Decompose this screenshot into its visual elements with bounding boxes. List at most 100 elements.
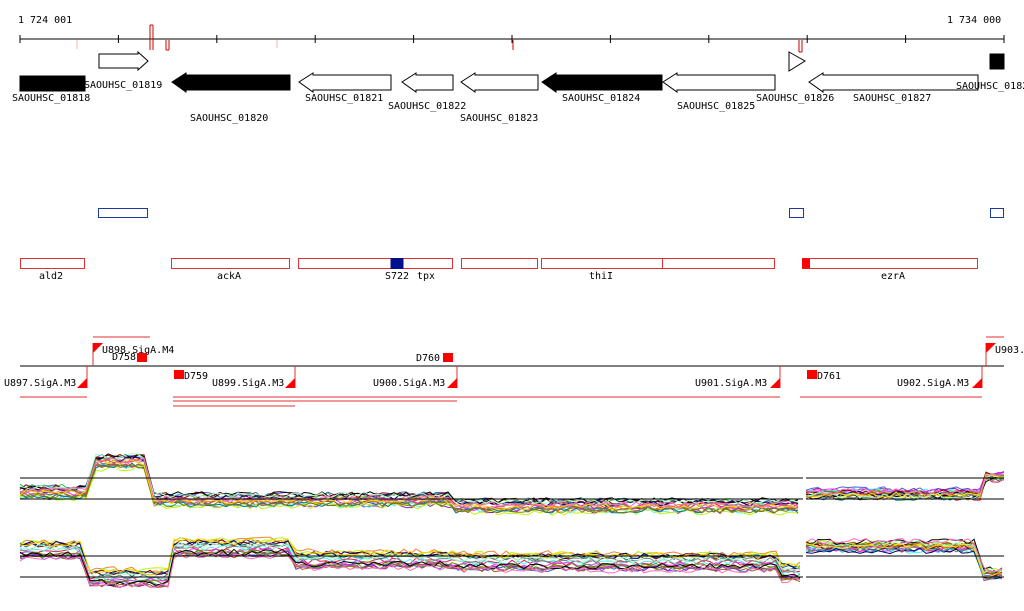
blue-feature-box[interactable]: [990, 208, 1004, 218]
terminator-label: D760: [416, 353, 440, 364]
expression-lines: [805, 470, 1005, 501]
gene-label: SAOUHSC_01824: [562, 93, 640, 104]
gene-track: SAOUHSC_01818 SAOUHSC_01819 SAOUHSC_0182…: [12, 50, 1024, 124]
operon-box[interactable]: [461, 258, 538, 269]
expression-trace: [19, 552, 801, 589]
operon-box[interactable]: [298, 258, 453, 269]
gene-arrow[interactable]: [19, 75, 86, 92]
expression-trace: [19, 547, 801, 584]
operon-label: ald2: [39, 271, 63, 282]
promoter-marker[interactable]: [447, 366, 458, 388]
gene-label: SAOUHSC_01820: [190, 113, 268, 124]
operon-track: ald2 ackA S722 tpx thiI ezrA: [20, 258, 978, 282]
expression-panel-bottom: [19, 536, 1004, 589]
operon-label: tpx: [417, 271, 435, 282]
promoter-label: U900.SigA.M3: [373, 378, 445, 389]
gene-arrow[interactable]: [662, 72, 776, 93]
coordinate-axis: 1 724 001 1 734 000: [18, 15, 1005, 53]
operon-label: ezrA: [881, 271, 905, 282]
expression-trace: [19, 463, 799, 514]
operon-box[interactable]: [541, 258, 775, 269]
axis-start-label: 1 724 001: [18, 15, 72, 26]
expression-trace: [19, 548, 801, 586]
operon-label: ackA: [217, 271, 241, 282]
expression-trace: [805, 537, 1003, 573]
terminator-marker[interactable]: [443, 353, 453, 362]
expression-trace: [19, 536, 801, 574]
promoter-marker[interactable]: [770, 366, 781, 388]
promoter-label: U897.SigA.M3: [4, 378, 76, 389]
expression-trace: [805, 547, 1003, 580]
expression-trace: [19, 457, 799, 508]
expression-panel-top: [19, 453, 1005, 516]
gene-arrow[interactable]: [460, 72, 539, 93]
gene-arrow[interactable]: [98, 50, 149, 72]
operon-marker-blue: [390, 258, 404, 269]
expression-trace: [19, 538, 801, 576]
axis-feature-marks: [76, 24, 803, 53]
expression-trace: [19, 459, 799, 510]
terminator-marker[interactable]: [137, 353, 147, 362]
terminator-label: D761: [817, 371, 841, 382]
gene-label: SAOUHSC_0182: [956, 81, 1024, 92]
gene-label: SAOUHSC_01823: [460, 113, 538, 124]
expression-trace: [805, 474, 1005, 500]
expression-trace: [19, 457, 799, 509]
axis-mark: [149, 24, 154, 50]
promoter-label: U903.: [995, 345, 1024, 356]
expression-trace: [805, 542, 1002, 578]
gene-arrow[interactable]: [541, 72, 663, 93]
promoter-marker[interactable]: [285, 366, 296, 388]
expression-trace: [805, 545, 1003, 580]
expression-lines: [805, 537, 1003, 581]
promoter-label: U901.SigA.M3: [695, 378, 767, 389]
expression-trace: [19, 539, 801, 576]
terminator-marker[interactable]: [174, 370, 184, 379]
terminator-marker[interactable]: [807, 370, 817, 379]
promoter-label: U898.SigA.M4: [102, 345, 174, 356]
operon-box[interactable]: [20, 258, 85, 269]
expression-lines: [19, 536, 801, 589]
operon-label: S722: [385, 271, 409, 282]
promoter-label: U902.SigA.M3: [897, 378, 969, 389]
terminator-label: D758: [112, 352, 136, 363]
gene-label: SAOUHSC_01825: [677, 101, 755, 112]
gene-arrow[interactable]: [808, 72, 979, 93]
terminator-label: D759: [184, 371, 208, 382]
gene-arrow[interactable]: [788, 51, 806, 72]
axis-mark: [798, 40, 803, 53]
axis-end-label: 1 734 000: [947, 15, 1001, 26]
promoter-label: U899.SigA.M3: [212, 378, 284, 389]
blue-feature-box[interactable]: [789, 208, 804, 218]
gene-label: SAOUHSC_01827: [853, 93, 931, 104]
gene-label: SAOUHSC_01818: [12, 93, 90, 104]
blue-feature-box[interactable]: [98, 208, 148, 218]
blue-feature-track: [98, 208, 1004, 218]
axis-mark: [165, 40, 170, 51]
gene-label: SAOUHSC_01821: [305, 93, 383, 104]
expression-lines: [19, 453, 799, 516]
regulatory-track: U897.SigA.M3 U898.SigA.M4 U899.SigA.M3 U…: [4, 336, 1024, 407]
expression-trace: [805, 545, 1003, 580]
expression-trace: [805, 547, 1003, 580]
promoter-marker[interactable]: [985, 343, 996, 366]
operon-box[interactable]: [171, 258, 290, 269]
gene-arrow[interactable]: [401, 72, 454, 93]
gene-arrow[interactable]: [989, 53, 1005, 70]
gene-arrow[interactable]: [171, 72, 291, 93]
promoter-marker[interactable]: [92, 343, 103, 366]
promoter-marker[interactable]: [972, 366, 983, 388]
operon-marker-red: [802, 258, 810, 269]
expression-trace: [805, 538, 1003, 574]
promoter-marker[interactable]: [77, 366, 88, 388]
expression-trace: [19, 453, 799, 505]
gene-label: SAOUHSC_01819: [84, 80, 162, 91]
operon-box[interactable]: [802, 258, 978, 269]
gene-arrow[interactable]: [298, 72, 392, 93]
expression-trace: [805, 473, 1005, 496]
gene-label: SAOUHSC_01822: [388, 101, 466, 112]
expression-trace: [805, 473, 1005, 498]
expression-trace: [19, 544, 801, 582]
operon-label: thiI: [589, 271, 613, 282]
